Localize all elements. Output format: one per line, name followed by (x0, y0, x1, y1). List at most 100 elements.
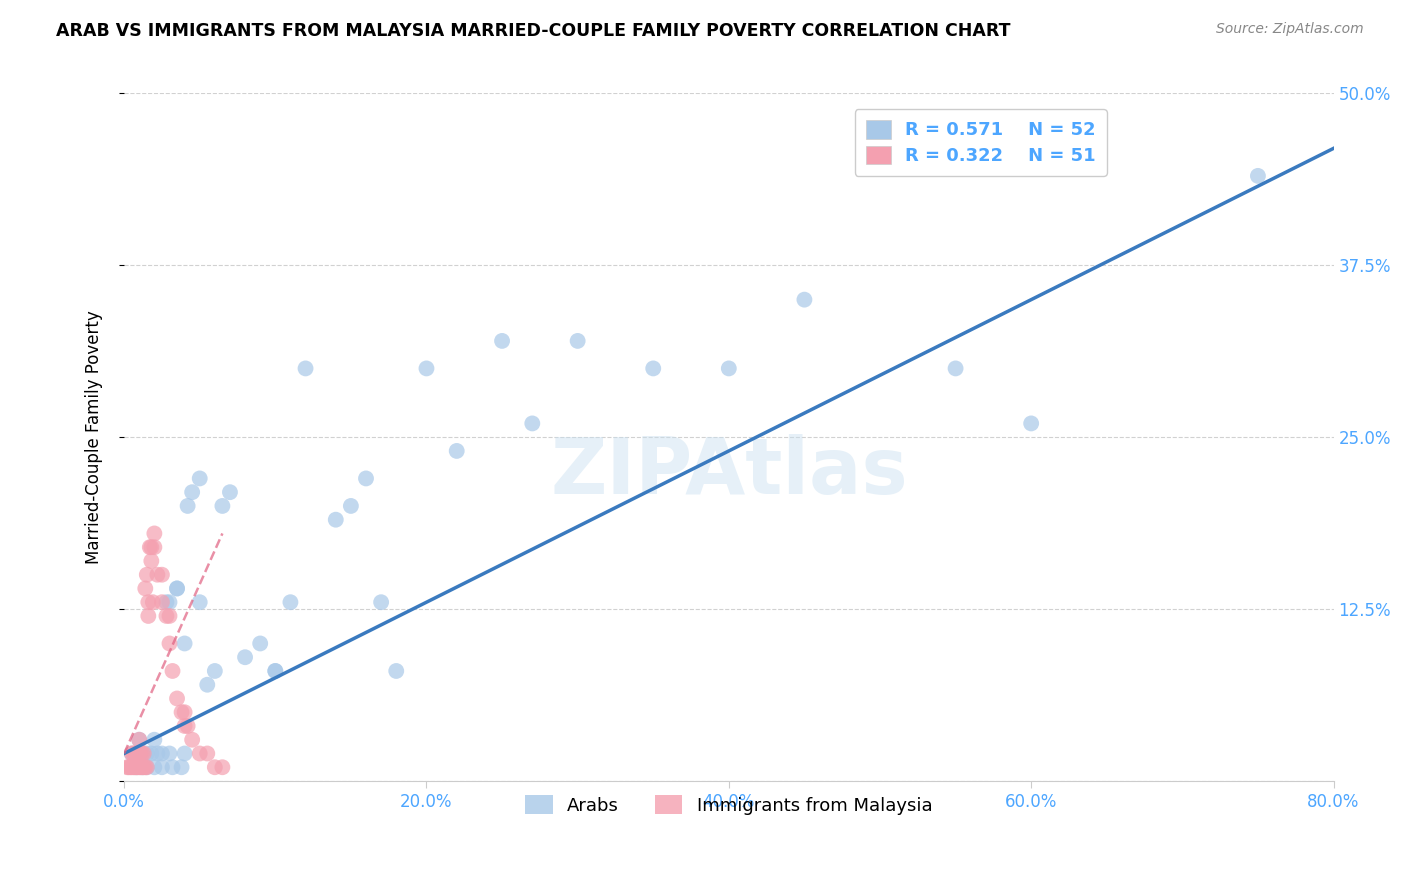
Point (150, 567, 173, 582)
Point (128, 732, 150, 747)
Point (166, 691, 188, 706)
Point (132, 747, 155, 761)
Point (127, 760, 149, 774)
Point (162, 664, 184, 678)
Point (143, 540, 166, 554)
Point (249, 636, 271, 650)
Point (141, 747, 163, 761)
Point (211, 760, 233, 774)
Point (136, 609, 159, 624)
Point (128, 760, 150, 774)
Point (233, 650, 256, 665)
Point (121, 747, 143, 761)
Point (131, 760, 153, 774)
Point (173, 705, 195, 719)
Point (127, 747, 149, 761)
Text: Source: ZipAtlas.com: Source: ZipAtlas.com (1216, 22, 1364, 37)
Point (446, 444, 468, 458)
Point (188, 747, 211, 761)
Point (159, 747, 181, 761)
Point (385, 664, 408, 678)
Point (181, 732, 204, 747)
Legend: Arabs, Immigrants from Malaysia: Arabs, Immigrants from Malaysia (516, 786, 941, 823)
Point (128, 747, 150, 761)
Point (415, 361, 437, 376)
Point (135, 747, 157, 761)
Point (264, 664, 287, 678)
Point (135, 760, 157, 774)
Point (491, 334, 513, 348)
Point (211, 499, 233, 513)
Point (280, 595, 302, 609)
Point (122, 760, 145, 774)
Point (173, 747, 195, 761)
Point (219, 485, 242, 500)
Point (132, 760, 155, 774)
Point (170, 760, 193, 774)
Point (136, 595, 159, 609)
Point (146, 567, 169, 582)
Text: ZIPAtlas: ZIPAtlas (550, 434, 908, 509)
Point (188, 595, 211, 609)
Point (141, 540, 163, 554)
Point (150, 595, 173, 609)
Point (176, 719, 198, 733)
Point (150, 747, 173, 761)
Point (188, 471, 211, 485)
Point (155, 609, 177, 624)
Point (204, 664, 226, 678)
Point (567, 334, 589, 348)
Point (143, 732, 166, 747)
Point (793, 293, 815, 307)
Point (122, 747, 145, 761)
Point (325, 513, 347, 527)
Point (129, 747, 152, 761)
Point (195, 747, 218, 761)
Point (131, 760, 153, 774)
Point (118, 760, 141, 774)
Point (173, 719, 195, 733)
Point (120, 760, 142, 774)
Point (170, 705, 193, 719)
Point (135, 567, 157, 582)
Point (204, 760, 226, 774)
Point (173, 636, 195, 650)
Point (1247, 169, 1270, 183)
Point (155, 595, 177, 609)
Point (159, 595, 181, 609)
Point (124, 760, 146, 774)
Point (717, 361, 740, 376)
Point (143, 760, 166, 774)
Point (294, 361, 316, 376)
Y-axis label: Married-Couple Family Poverty: Married-Couple Family Poverty (86, 310, 103, 564)
Text: ARAB VS IMMIGRANTS FROM MALAYSIA MARRIED-COUPLE FAMILY POVERTY CORRELATION CHART: ARAB VS IMMIGRANTS FROM MALAYSIA MARRIED… (56, 22, 1011, 40)
Point (143, 526, 166, 541)
Point (159, 609, 181, 624)
Point (135, 760, 157, 774)
Point (134, 760, 156, 774)
Point (162, 760, 184, 774)
Point (522, 417, 544, 431)
Point (195, 678, 218, 692)
Point (159, 636, 181, 650)
Point (643, 361, 665, 376)
Point (166, 582, 188, 596)
Point (142, 595, 165, 609)
Point (370, 595, 392, 609)
Point (139, 540, 162, 554)
Point (125, 747, 148, 761)
Point (166, 582, 188, 596)
Point (134, 582, 156, 596)
Point (125, 760, 148, 774)
Point (131, 747, 153, 761)
Point (121, 747, 143, 761)
Point (146, 747, 169, 761)
Point (128, 747, 150, 761)
Point (354, 471, 377, 485)
Point (125, 760, 148, 774)
Point (124, 747, 146, 761)
Point (264, 664, 287, 678)
Point (128, 732, 150, 747)
Point (945, 361, 967, 376)
Point (1019, 417, 1042, 431)
